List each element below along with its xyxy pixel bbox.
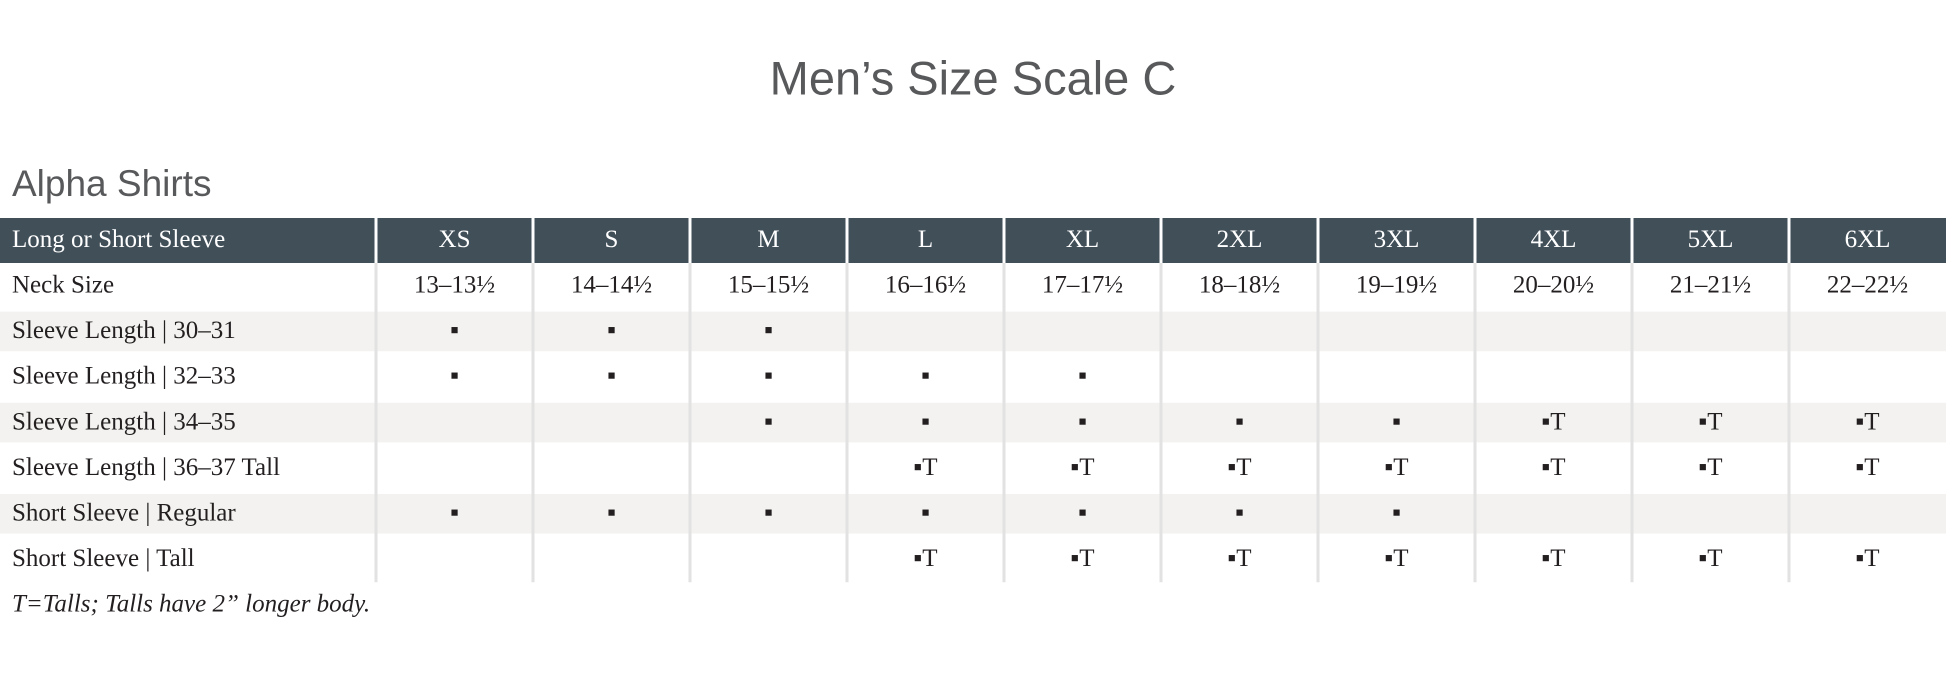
cell: ▪T	[1855, 454, 1879, 481]
header-row	[0, 218, 1946, 263]
cell: ▪T	[1227, 454, 1251, 481]
cell: ▪T	[1855, 408, 1879, 435]
row-label: Sleeve Length | 34–35	[12, 408, 236, 435]
cell: ▪	[921, 408, 930, 435]
size-table: Long or Short Sleeve XS S M L XL 2XL 3XL 4XL 5XL 6…	[0, 218, 1946, 583]
cell: 15–15½	[728, 272, 809, 299]
row-label: Sleeve Length | 36–37 Tall	[12, 454, 280, 481]
header-cell: 2XL	[1217, 226, 1263, 253]
cell: ▪T	[913, 545, 937, 572]
cell: 22–22½	[1827, 272, 1908, 299]
section-title: Alpha Shirts	[12, 163, 212, 204]
cell: ▪	[1078, 363, 1087, 390]
cell: ▪	[607, 500, 616, 527]
header-cell: 6XL	[1845, 226, 1891, 253]
header-cell: XL	[1066, 226, 1099, 253]
cell: ▪T	[1698, 545, 1722, 572]
header-cell: XS	[439, 226, 471, 253]
cell: ▪T	[1384, 454, 1408, 481]
cell: ▪	[1235, 500, 1244, 527]
row-label: Sleeve Length | 30–31	[12, 317, 236, 344]
cell: ▪	[450, 363, 459, 390]
cell: ▪	[607, 317, 616, 344]
footnote: T=Talls; Talls have 2” longer body.	[12, 591, 370, 618]
row-band	[0, 402, 1946, 443]
cell: ▪T	[1070, 454, 1094, 481]
cell: ▪T	[1698, 408, 1722, 435]
row-band	[0, 311, 1946, 352]
cell: ▪T	[913, 454, 937, 481]
cell: ▪	[1392, 500, 1401, 527]
cell: 16–16½	[885, 272, 966, 299]
cell: ▪	[1235, 408, 1244, 435]
cell: ▪T	[1384, 545, 1408, 572]
cell: ▪	[764, 317, 773, 344]
header-cell: S	[605, 226, 619, 253]
cell: ▪T	[1541, 545, 1565, 572]
row-label: Short Sleeve | Tall	[12, 545, 195, 572]
cell: ▪	[1078, 500, 1087, 527]
cell: ▪	[607, 363, 616, 390]
cell: 21–21½	[1670, 272, 1751, 299]
cell: ▪T	[1855, 545, 1879, 572]
header-cell: Long or Short Sleeve	[12, 226, 225, 253]
cell: 17–17½	[1042, 272, 1123, 299]
cell: 13–13½	[414, 272, 495, 299]
cell: ▪	[764, 500, 773, 527]
cell: ▪T	[1070, 545, 1094, 572]
cell: ▪T	[1541, 454, 1565, 481]
header-cell: 3XL	[1374, 226, 1420, 253]
cell: ▪	[450, 500, 459, 527]
cell: ▪	[450, 317, 459, 344]
header-cell: M	[757, 226, 779, 253]
cell: ▪T	[1541, 408, 1565, 435]
cell: ▪	[921, 363, 930, 390]
cell: 19–19½	[1356, 272, 1437, 299]
cell: ▪T	[1227, 545, 1251, 572]
header-cell: 5XL	[1688, 226, 1734, 253]
page-title: Men’s Size Scale C	[770, 51, 1177, 104]
cell: ▪	[921, 500, 930, 527]
row-label: Neck Size	[12, 272, 114, 299]
cell: ▪T	[1698, 454, 1722, 481]
header-cell: 4XL	[1531, 226, 1577, 253]
row-band	[0, 494, 1946, 534]
cell: 18–18½	[1199, 272, 1280, 299]
cell: ▪	[764, 363, 773, 390]
row-label: Short Sleeve | Regular	[12, 500, 236, 527]
cell: 14–14½	[571, 272, 652, 299]
cell: ▪	[764, 408, 773, 435]
cell: ▪	[1078, 408, 1087, 435]
cell: ▪	[1392, 408, 1401, 435]
header-cell: L	[918, 226, 933, 253]
row-label: Sleeve Length | 32–33	[12, 363, 236, 390]
cell: 20–20½	[1513, 272, 1594, 299]
